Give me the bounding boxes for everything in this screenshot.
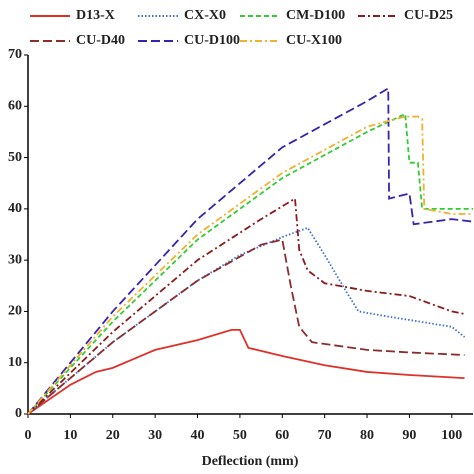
y-tick-label: 0 [15, 406, 22, 421]
x-tick-label: 40 [191, 428, 205, 443]
x-tick-label: 50 [233, 428, 247, 443]
y-tick-label: 10 [8, 355, 22, 370]
series-line [27, 238, 465, 415]
series-line [27, 86, 474, 415]
series-line [27, 197, 465, 415]
legend-label: CU-D100 [184, 33, 240, 48]
x-tick-label: 30 [148, 428, 162, 443]
y-tick-label: 70 [8, 47, 22, 62]
legend-label: CU-D40 [76, 33, 125, 48]
series-line [27, 115, 473, 415]
x-tick-label: 20 [106, 428, 120, 443]
y-tick-label: 20 [8, 304, 22, 319]
legend-label: D13-X [76, 8, 115, 23]
series-line [27, 328, 465, 415]
x-tick-label: 10 [63, 428, 77, 443]
legend-label: CU-D25 [404, 8, 453, 23]
y-tick-label: 60 [8, 99, 22, 114]
y-tick-label: 40 [8, 201, 22, 216]
x-tick-label: 60 [275, 428, 289, 443]
y-tick-label: 30 [8, 252, 22, 267]
x-tick-label: 0 [25, 428, 32, 443]
x-axis-label: Deflection (mm) [202, 454, 299, 469]
legend-label: CM-D100 [286, 8, 345, 23]
y-tick-label: 50 [8, 150, 22, 165]
series-line [27, 112, 473, 415]
legend-label: CX-X0 [184, 8, 226, 23]
series-line [27, 226, 466, 415]
x-tick-label: 100 [441, 428, 462, 443]
x-tick-label: 80 [360, 428, 374, 443]
x-tick-label: 70 [318, 428, 332, 443]
legend-label: CU-X100 [286, 33, 342, 48]
x-tick-label: 90 [402, 428, 416, 443]
